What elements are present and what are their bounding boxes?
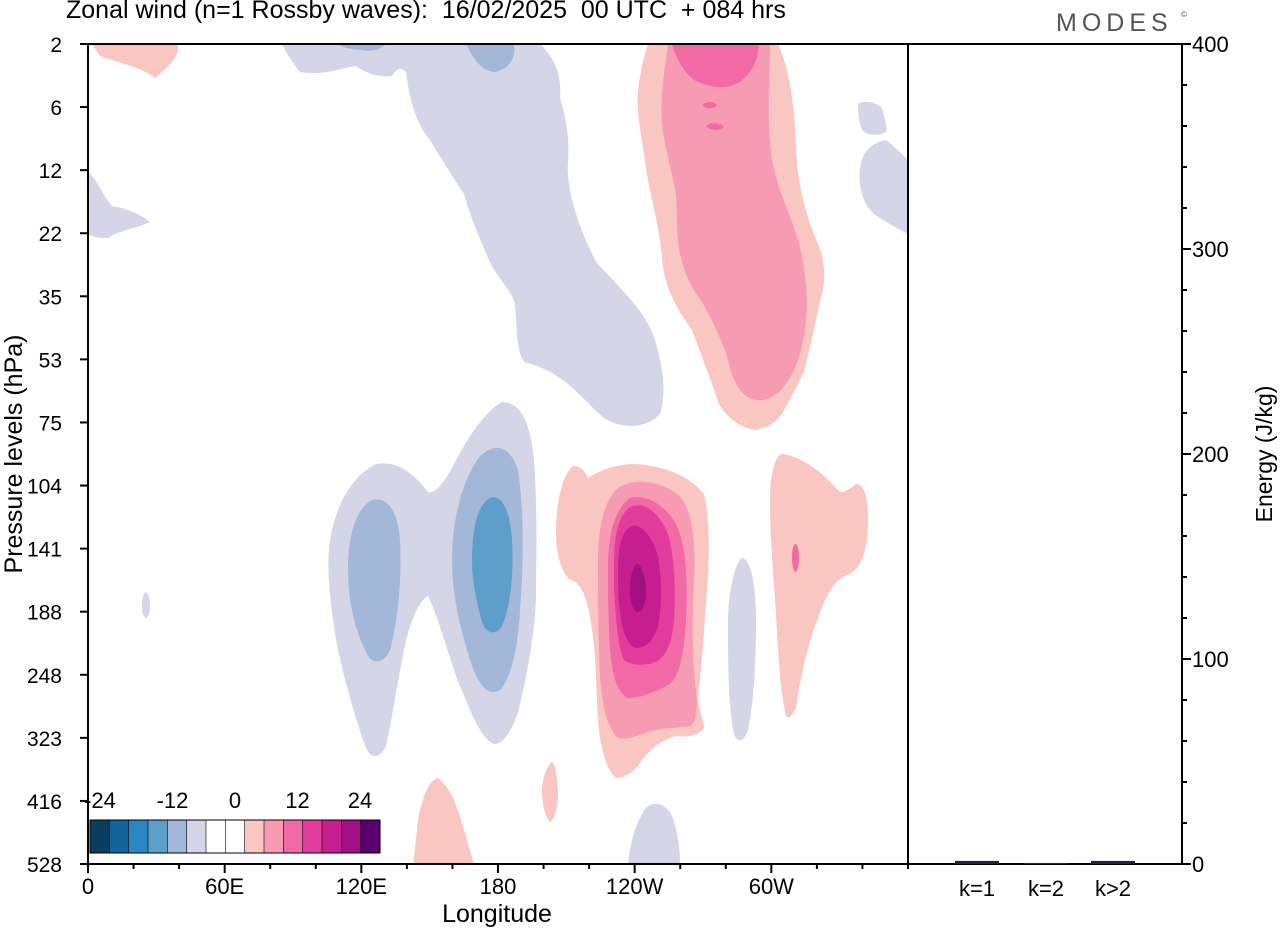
y-tick-label: 188: [27, 602, 62, 625]
x-tick-label: 120E: [336, 874, 387, 899]
y-tick-label: 22: [39, 223, 62, 246]
colorbar-cell: [360, 820, 381, 853]
modes-logo: MODES: [1056, 9, 1173, 37]
contour-positive-lower-core: [630, 564, 646, 612]
y-tick-label: 35: [39, 286, 62, 309]
colorbar-tick-label: 24: [348, 788, 372, 813]
colorbar-cell: [109, 820, 130, 853]
colorbar-tick-label: -24: [84, 788, 116, 813]
energy-tick-label: 400: [1192, 32, 1229, 57]
contour-negative-right-top: [858, 101, 887, 135]
energy-bar: [1091, 860, 1135, 864]
colorbar-cell: [148, 820, 168, 853]
colorbar-cell: [322, 820, 342, 853]
colorbar-cell: [128, 820, 149, 853]
colorbar: -24 -12 0 12 24: [84, 784, 384, 856]
contour-negative-upper-band: [282, 44, 664, 426]
contour-positive-small-column: [542, 762, 558, 822]
energy-axis-label: Energy (J/kg): [1251, 386, 1277, 523]
colorbar-cell: [167, 820, 188, 853]
contour-positive-upper-mid: [661, 44, 807, 401]
contour-positive-upper-dot1: [702, 102, 717, 108]
contour-negative-lower-center-core: [472, 497, 513, 633]
x-tick-label: 60W: [749, 874, 794, 899]
contour-field: [88, 44, 908, 864]
contour-positive-bottom: [414, 778, 474, 864]
contour-negative-small-column: [728, 558, 756, 741]
contour-positive-upper-core: [672, 44, 759, 88]
y-tick-label: 53: [39, 349, 62, 372]
y-tick-label: 248: [27, 665, 62, 688]
colorbar-tick-label: 12: [285, 788, 309, 813]
energy-category-label: k=1: [959, 876, 995, 901]
energy-category-label: k>2: [1095, 876, 1131, 901]
energy-tick-label: 200: [1192, 442, 1229, 467]
energy-axis: 0 100 200 300 400: [1182, 32, 1229, 877]
x-axis-label: Longitude: [442, 900, 552, 928]
colorbar-tick-label: 0: [229, 788, 241, 813]
copyright-mark: ©: [1181, 10, 1187, 19]
colorbar-frame: [89, 819, 381, 854]
contour-positive-upper-dot2: [706, 123, 724, 130]
contour-negative-lower-left-core: [348, 499, 401, 662]
energy-bar: [955, 860, 999, 864]
contour-positive-right: [770, 454, 868, 718]
contour-negative-dot-left: [142, 592, 150, 618]
energy-tick-label: 0: [1192, 852, 1204, 877]
contour-positive-right-dot: [792, 544, 799, 572]
y-tick-label: 416: [27, 791, 62, 814]
energy-category-label: k=2: [1028, 876, 1064, 901]
y-tick-label: 75: [39, 412, 62, 435]
contour-negative-upper-core2: [466, 44, 515, 72]
y-tick-label: 141: [27, 539, 62, 562]
contour-positive-upper-left: [92, 44, 179, 78]
x-tick-label: 120W: [606, 874, 664, 899]
colorbar-cell: [206, 820, 226, 853]
energy-tick-label: 100: [1192, 647, 1229, 672]
colorbar-cell: [186, 820, 207, 853]
colorbar-cell: [244, 820, 265, 853]
y-tick-label: 12: [39, 160, 62, 183]
y-tick-label: 2: [50, 34, 62, 57]
y-tick-label: 6: [50, 97, 62, 120]
y-axis: 2 6 12 22 35 53 75 104 141 188 248 323 416 528: [27, 34, 88, 877]
chart-title: Zonal wind (n=1 Rossby waves): 16/02/202…: [66, 0, 786, 24]
energy-bar: [1024, 862, 1068, 864]
x-tick-label: 60E: [205, 874, 244, 899]
energy-x-axis: k=1 k=2 k>2: [959, 876, 1131, 901]
y-axis-label: Pressure levels (hPa): [0, 335, 28, 574]
colorbar-tick-label: -12: [157, 788, 189, 813]
y-tick-label: 528: [27, 854, 62, 877]
colorbar-cell: [341, 820, 362, 853]
energy-panel: [908, 43, 1183, 865]
y-tick-label: 104: [27, 476, 62, 499]
contour-negative-left: [88, 172, 150, 238]
x-tick-label: 180: [480, 874, 517, 899]
y-tick-label: 323: [27, 728, 62, 751]
colorbar-cell: [283, 820, 304, 853]
colorbar-cell: [302, 820, 323, 853]
x-axis: 0 60E 120E 180 120W 60W: [82, 864, 909, 899]
colorbar-cell: [90, 820, 110, 853]
colorbar-cell: [225, 820, 246, 853]
contour-negative-upper-core: [338, 44, 386, 51]
colorbar-cell: [264, 820, 284, 853]
contour-negative-bottom: [628, 803, 680, 864]
x-tick-label: 0: [82, 874, 94, 899]
contour-negative-right-edge: [859, 140, 908, 234]
energy-tick-label: 300: [1192, 237, 1229, 262]
